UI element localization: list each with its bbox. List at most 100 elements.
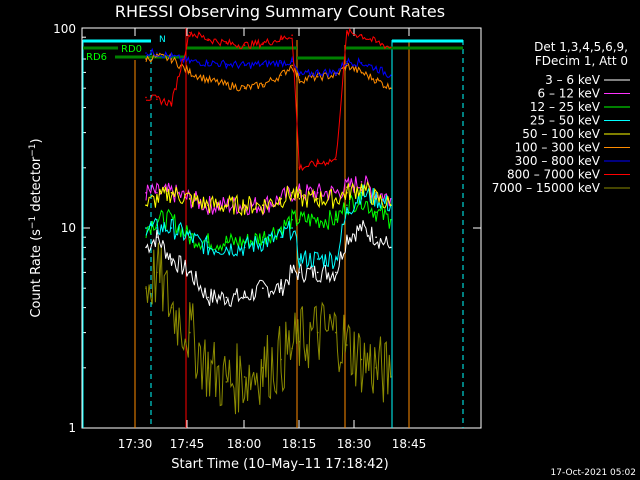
data-point	[243, 296, 246, 299]
data-point	[375, 67, 377, 69]
data-point	[335, 192, 337, 194]
data-point	[316, 258, 319, 260]
series-5	[145, 52, 392, 92]
data-point	[291, 227, 293, 229]
data-point	[170, 102, 173, 105]
data-point	[207, 79, 209, 81]
legend-label: 800 – 7000 keV	[507, 168, 601, 182]
data-point	[243, 87, 246, 89]
data-point	[262, 63, 264, 65]
data-point	[189, 271, 191, 274]
data-point	[189, 331, 191, 334]
x-tick-label: 18:45	[392, 437, 427, 451]
data-point	[225, 381, 228, 383]
data-point	[280, 38, 282, 40]
data-point	[298, 258, 301, 260]
data-point	[375, 367, 377, 369]
x-tick-label: 17:45	[170, 437, 205, 451]
legend-label: 25 – 50 keV	[530, 114, 601, 128]
data-point	[170, 55, 173, 58]
legend-header-line: FDecim 1, Att 0	[535, 54, 628, 68]
data-point	[262, 367, 264, 369]
data-point	[145, 52, 147, 54]
data-point	[156, 236, 158, 238]
data-point	[156, 192, 158, 194]
data-point	[298, 74, 301, 77]
data-point	[156, 198, 158, 200]
data-point	[291, 218, 293, 221]
series-line	[145, 220, 391, 308]
data-point	[225, 296, 228, 299]
data-point	[156, 52, 158, 54]
series-line	[145, 184, 392, 270]
data-point	[298, 79, 301, 81]
data-point	[280, 287, 282, 290]
legend-label: 100 – 300 keV	[515, 141, 601, 155]
data-point	[316, 198, 319, 200]
data-point	[243, 64, 246, 67]
data-point	[346, 192, 348, 194]
legend: Det 1,3,4,5,6,9, FDecim 1, Att 0 3 – 6 k…	[492, 40, 630, 195]
series-line	[145, 52, 391, 92]
data-point	[280, 74, 282, 77]
series-line	[145, 242, 392, 415]
data-point	[360, 62, 363, 64]
data-point	[207, 367, 209, 369]
data-point	[335, 71, 337, 74]
data-point	[262, 84, 264, 86]
data-point	[207, 241, 209, 243]
data-point	[243, 44, 246, 46]
data-point	[346, 64, 348, 67]
data-point	[243, 204, 246, 206]
data-point	[262, 42, 264, 44]
data-point	[316, 162, 319, 165]
series-layer	[145, 27, 392, 415]
y-tick-label-1: 1	[68, 421, 76, 435]
data-point	[145, 287, 147, 290]
data-point	[389, 198, 392, 200]
series-line	[145, 181, 392, 217]
data-point	[280, 198, 282, 200]
legend-label: 7000 – 15000 keV	[492, 181, 601, 195]
data-point	[298, 218, 301, 221]
series-7	[145, 27, 392, 172]
x-tick-label: 17:30	[118, 437, 153, 451]
data-point	[346, 204, 348, 206]
data-point	[291, 34, 293, 36]
y-tick-label-100: 100	[53, 22, 76, 36]
x-tick-label: 18:30	[337, 437, 372, 451]
data-point	[170, 258, 173, 260]
chart-title: RHESSI Observing Summary Count Rates	[115, 2, 445, 21]
data-point	[225, 84, 228, 86]
data-point	[346, 344, 348, 346]
data-point	[316, 71, 319, 74]
y-axis-label: Count Rate (s−1 detector−1)	[28, 138, 44, 317]
data-point	[207, 296, 209, 299]
data-point	[298, 271, 301, 274]
data-point	[389, 74, 392, 77]
series-3	[145, 184, 392, 270]
data-point	[291, 64, 293, 67]
data-point	[207, 204, 209, 206]
event-markers	[82, 28, 464, 428]
n-flag-label: N	[159, 35, 166, 45]
data-point	[189, 31, 191, 34]
data-point	[145, 58, 147, 60]
data-point	[316, 218, 319, 221]
series-8	[145, 242, 392, 415]
data-point	[346, 211, 348, 213]
rd0-label: RD0	[121, 44, 142, 55]
data-point	[280, 62, 282, 64]
legend-label: 3 – 6 keV	[545, 73, 601, 87]
series-6	[145, 47, 392, 78]
data-point	[189, 236, 191, 238]
data-point	[389, 218, 392, 221]
x-axis-label: Start Time (10–May–11 17:18:42)	[171, 457, 388, 472]
data-point	[316, 331, 319, 334]
series-0	[145, 220, 392, 308]
series-line	[145, 175, 392, 216]
series-line	[145, 47, 392, 78]
data-point	[225, 246, 228, 249]
data-point	[225, 42, 228, 44]
